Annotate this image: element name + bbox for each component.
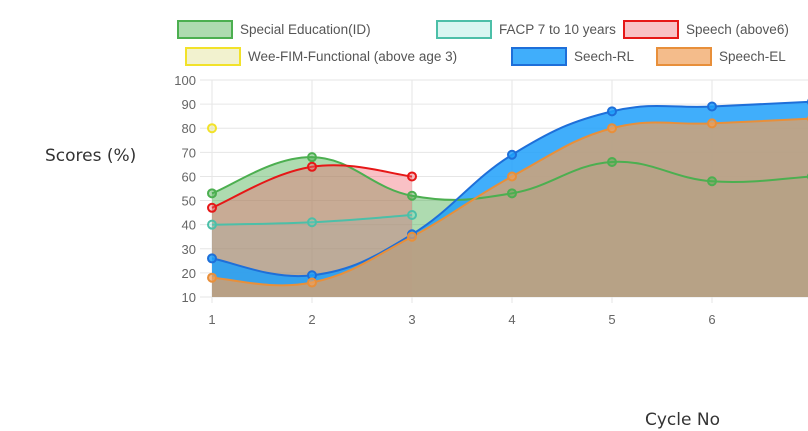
- legend-swatch: [436, 20, 492, 39]
- legend-swatch: [177, 20, 233, 39]
- legend-label: FACP 7 to 10 years: [499, 22, 616, 37]
- series-points: [207, 98, 808, 288]
- series-area: [212, 118, 808, 297]
- y-tick-label: 40: [182, 218, 196, 233]
- y-tick-label: 70: [182, 145, 196, 160]
- legend-swatch: [656, 47, 712, 66]
- data-point: [607, 123, 617, 134]
- data-point: [407, 190, 417, 201]
- y-tick-label: 30: [182, 242, 196, 257]
- legend-label: Special Education(ID): [240, 22, 371, 37]
- data-point: [207, 219, 217, 230]
- legend-label: Wee-FIM-Functional (above age 3): [248, 49, 457, 64]
- y-tick-label: 10: [182, 290, 196, 305]
- data-point: [507, 188, 517, 199]
- data-point: [307, 277, 317, 288]
- data-point: [507, 149, 517, 160]
- legend-label: Seech-RL: [574, 49, 635, 64]
- data-point: [307, 161, 317, 172]
- x-axis-label: Cycle No: [645, 410, 720, 430]
- y-axis-label: Scores (%): [45, 146, 137, 166]
- data-point: [307, 217, 317, 228]
- y-tick-label: 90: [182, 97, 196, 112]
- data-point: [707, 118, 717, 129]
- x-tick-label: 2: [308, 312, 315, 327]
- series-line: [211, 156, 808, 201]
- data-point: [207, 202, 217, 213]
- data-point: [307, 152, 317, 163]
- x-tick-label: 1: [208, 312, 215, 327]
- legend[interactable]: Special Education(ID) FACP 7 to 10 years S…: [177, 20, 789, 66]
- data-point: [707, 176, 717, 187]
- data-point: [607, 156, 617, 167]
- series-areas: [212, 101, 808, 297]
- legend-label: Speech (above6): [686, 22, 789, 37]
- y-axis-ticks: 10 20 30 40 50 60 70 80 90 100: [174, 73, 196, 305]
- series-line: [211, 164, 413, 209]
- x-tick-label: 5: [608, 312, 615, 327]
- legend-swatch: [185, 47, 241, 66]
- y-tick-label: 60: [182, 169, 196, 184]
- data-point: [707, 101, 717, 112]
- legend-label: Speech-EL: [719, 49, 786, 64]
- y-tick-label: 80: [182, 121, 196, 136]
- data-point: [607, 106, 617, 117]
- x-axis-ticks: 1234567: [208, 312, 715, 327]
- x-tick-label: 4: [508, 312, 515, 327]
- x-tick-label: 3: [408, 312, 415, 327]
- y-tick-label: 100: [174, 73, 196, 88]
- data-point: [207, 123, 217, 134]
- data-point: [407, 210, 417, 221]
- x-tick-label: 6: [708, 312, 715, 327]
- legend-swatch: [623, 20, 679, 39]
- data-point: [407, 171, 417, 182]
- legend-swatch: [511, 47, 567, 66]
- data-point: [507, 171, 517, 182]
- y-tick-label: 20: [182, 266, 196, 281]
- y-tick-label: 50: [182, 194, 196, 209]
- data-point: [407, 231, 417, 242]
- data-point: [207, 272, 217, 283]
- data-point: [207, 188, 217, 199]
- data-point: [207, 253, 217, 264]
- series-line: [211, 214, 413, 226]
